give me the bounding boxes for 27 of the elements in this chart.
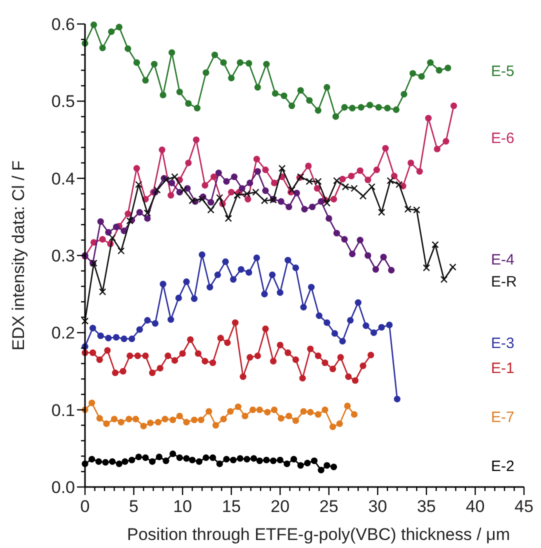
y-tick-label: 0.6 bbox=[51, 15, 75, 34]
y-tick-label: 0.2 bbox=[51, 324, 75, 343]
text: E-2 bbox=[491, 458, 514, 476]
y-tick-label: 0.3 bbox=[51, 246, 75, 266]
x-tick-label: 20 bbox=[270, 497, 290, 516]
y-tick-label: 0.4 bbox=[51, 169, 75, 188]
text: E-R bbox=[491, 273, 517, 290]
y-tick-label: 0.1 bbox=[51, 400, 75, 420]
x-tick-label: 10 bbox=[173, 497, 192, 516]
text: E-5 bbox=[491, 63, 514, 80]
y-tick-label: 0.5 bbox=[51, 92, 75, 112]
x-tick-label: 45 bbox=[514, 497, 534, 516]
x-tick-label: 15 bbox=[222, 497, 241, 516]
x-tick-label: 25 bbox=[319, 497, 338, 516]
text: E-4 bbox=[491, 251, 514, 268]
x-tick-label: 0 bbox=[80, 497, 90, 516]
y-tick-label: 0.0 bbox=[51, 478, 75, 497]
text: E-7 bbox=[491, 409, 514, 426]
x-tick-label: 35 bbox=[416, 497, 436, 516]
x-tick-label: 40 bbox=[466, 497, 485, 516]
x-tick-label: 5 bbox=[129, 497, 139, 516]
x-tick-label: 30 bbox=[368, 497, 388, 516]
x-axis-title: Position through ETFE-g-poly(VBC) thickness / μm bbox=[127, 525, 510, 544]
text: E-6 bbox=[491, 130, 514, 148]
y-axis-title: EDX intensity data: Cl / F bbox=[9, 160, 28, 350]
text: E-3 bbox=[491, 334, 514, 352]
text: E-1 bbox=[491, 360, 514, 378]
